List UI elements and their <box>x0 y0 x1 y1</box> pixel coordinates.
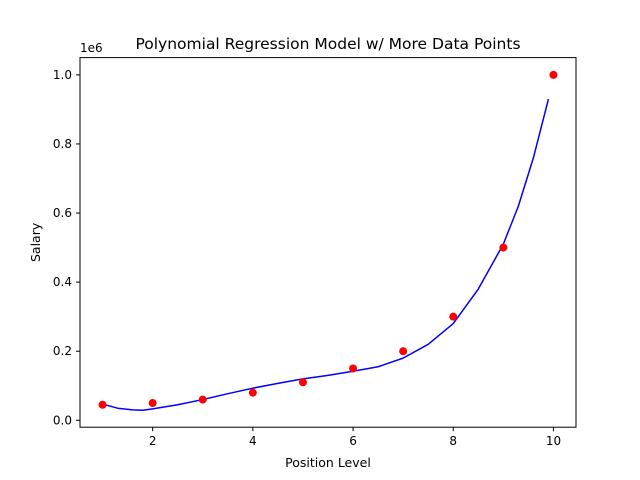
data-point <box>248 388 257 397</box>
x-tick-label: 2 <box>149 434 157 448</box>
y-axis-offset-label: 1e6 <box>80 41 103 55</box>
y-tick-label: 0.0 <box>53 413 72 427</box>
data-point <box>98 400 107 409</box>
y-tick-label: 0.2 <box>53 344 72 358</box>
y-tick-label: 0.4 <box>53 275 72 289</box>
y-tick-label: 1.0 <box>53 68 72 82</box>
data-point <box>449 312 458 321</box>
y-axis-label: Salary <box>28 222 43 262</box>
data-point <box>148 399 157 408</box>
axis-ticks: 2 4 6 8 10 0.0 0.2 0.4 0.6 0.8 1.0 <box>53 68 561 448</box>
data-point <box>549 70 558 79</box>
plot-area <box>98 70 558 412</box>
y-tick-label: 0.8 <box>53 137 72 151</box>
x-tick-label: 4 <box>249 434 257 448</box>
data-point <box>349 364 358 373</box>
x-axis-label: Position Level <box>285 455 371 470</box>
data-point <box>298 378 307 387</box>
data-point <box>499 243 508 252</box>
x-tick-label: 10 <box>546 434 561 448</box>
y-tick-label: 0.6 <box>53 206 72 220</box>
x-tick-label: 6 <box>349 434 357 448</box>
regression-curve <box>102 98 550 412</box>
chart-title: Polynomial Regression Model w/ More Data… <box>135 35 520 53</box>
data-point <box>399 347 408 356</box>
axes-frame <box>79 57 577 428</box>
data-point <box>198 395 207 404</box>
x-tick-label: 8 <box>449 434 457 448</box>
